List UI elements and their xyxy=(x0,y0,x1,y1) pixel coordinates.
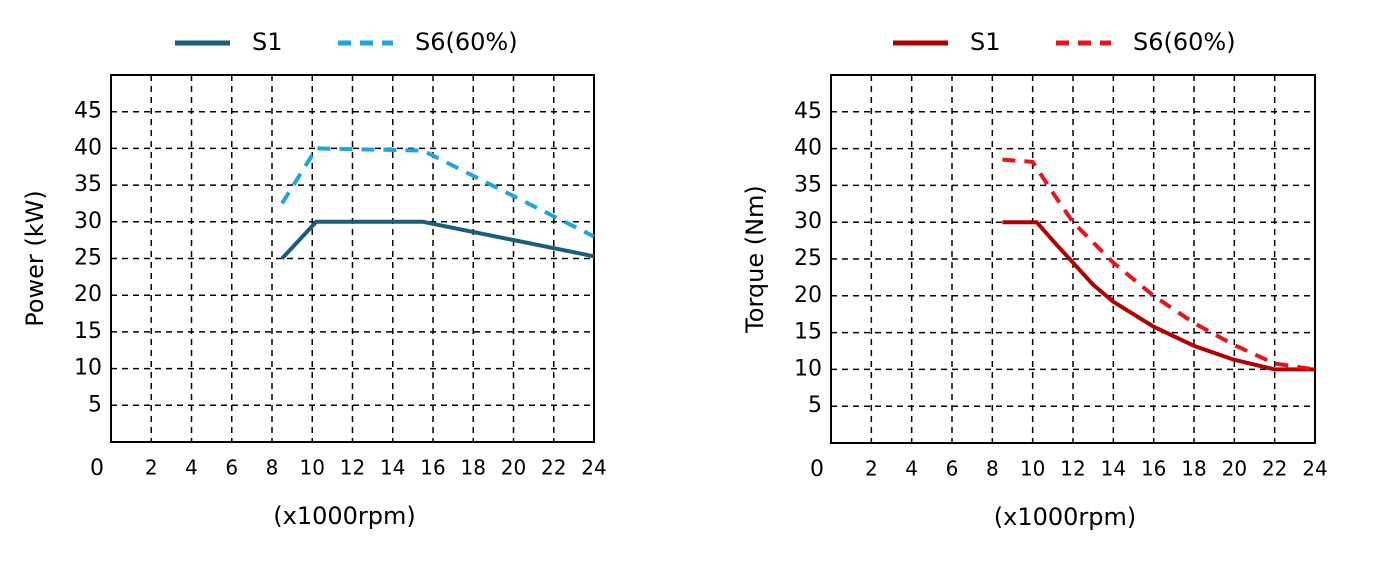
x-tick-label: 22 xyxy=(1262,457,1287,481)
x-tick-label: 0 xyxy=(90,456,104,481)
x-tick-label: 12 xyxy=(1060,457,1085,481)
x-tick-label: 18 xyxy=(461,456,486,480)
x-tick-label: 16 xyxy=(420,456,445,480)
x-axis-label: (x1000rpm) xyxy=(994,503,1137,531)
y-tick-label: 10 xyxy=(74,356,102,381)
x-tick-label: 10 xyxy=(1020,457,1045,481)
x-tick-label: 4 xyxy=(185,456,198,480)
x-tick-label: 12 xyxy=(340,456,365,480)
x-tick-label: 10 xyxy=(300,456,325,480)
x-tick-label: 18 xyxy=(1181,457,1206,481)
x-tick-label: 4 xyxy=(905,457,918,481)
x-tick-label: 14 xyxy=(380,456,405,480)
y-tick-label: 5 xyxy=(88,392,102,417)
x-tick-label: 24 xyxy=(581,456,606,480)
x-tick-label: 20 xyxy=(501,456,526,480)
x-tick-label: 2 xyxy=(865,457,878,481)
y-tick-label: 35 xyxy=(74,172,102,197)
y-axis-label: Power (kW) xyxy=(21,190,49,327)
x-tick-label: 24 xyxy=(1302,457,1327,481)
legend-label: S1 xyxy=(252,28,283,56)
series-line xyxy=(1002,220,1315,372)
series-line xyxy=(280,146,595,239)
y-tick-label: 30 xyxy=(74,209,102,234)
x-tick-label: 20 xyxy=(1222,457,1247,481)
x-tick-label: 6 xyxy=(946,457,959,481)
series-line xyxy=(1002,157,1316,372)
x-tick-label: 2 xyxy=(145,456,158,480)
y-tick-label: 45 xyxy=(74,99,102,124)
y-tick-label: 45 xyxy=(794,99,822,124)
legend-label: S6(60%) xyxy=(1133,28,1236,56)
y-tick-label: 15 xyxy=(794,320,822,345)
y-tick-label: 5 xyxy=(808,393,822,418)
y-tick-label: 40 xyxy=(794,136,822,161)
y-tick-label: 25 xyxy=(794,246,822,271)
y-tick-label: 20 xyxy=(74,282,102,307)
y-tick-label: 10 xyxy=(794,356,822,381)
x-tick-label: 16 xyxy=(1141,457,1166,481)
y-tick-label: 15 xyxy=(74,319,102,344)
x-tick-label: 22 xyxy=(541,456,566,480)
y-tick-label: 30 xyxy=(794,209,822,234)
series-line xyxy=(280,219,595,260)
x-tick-label: 8 xyxy=(986,457,999,481)
y-tick-label: 40 xyxy=(74,135,102,160)
x-tick-label: 6 xyxy=(225,456,238,480)
y-tick-label: 20 xyxy=(794,283,822,308)
legend-label: S1 xyxy=(970,28,1001,56)
y-tick-label: 35 xyxy=(794,172,822,197)
y-tick-label: 25 xyxy=(74,246,102,271)
plot-frame xyxy=(110,74,595,443)
x-axis-label: (x1000rpm) xyxy=(273,502,416,530)
x-tick-label: 14 xyxy=(1101,457,1126,481)
legend-label: S6(60%) xyxy=(415,28,518,56)
x-tick-label: 8 xyxy=(266,456,279,480)
x-tick-label: 0 xyxy=(810,457,824,482)
plot-frame xyxy=(830,74,1316,444)
y-axis-label: Torque (Nm) xyxy=(741,185,769,334)
